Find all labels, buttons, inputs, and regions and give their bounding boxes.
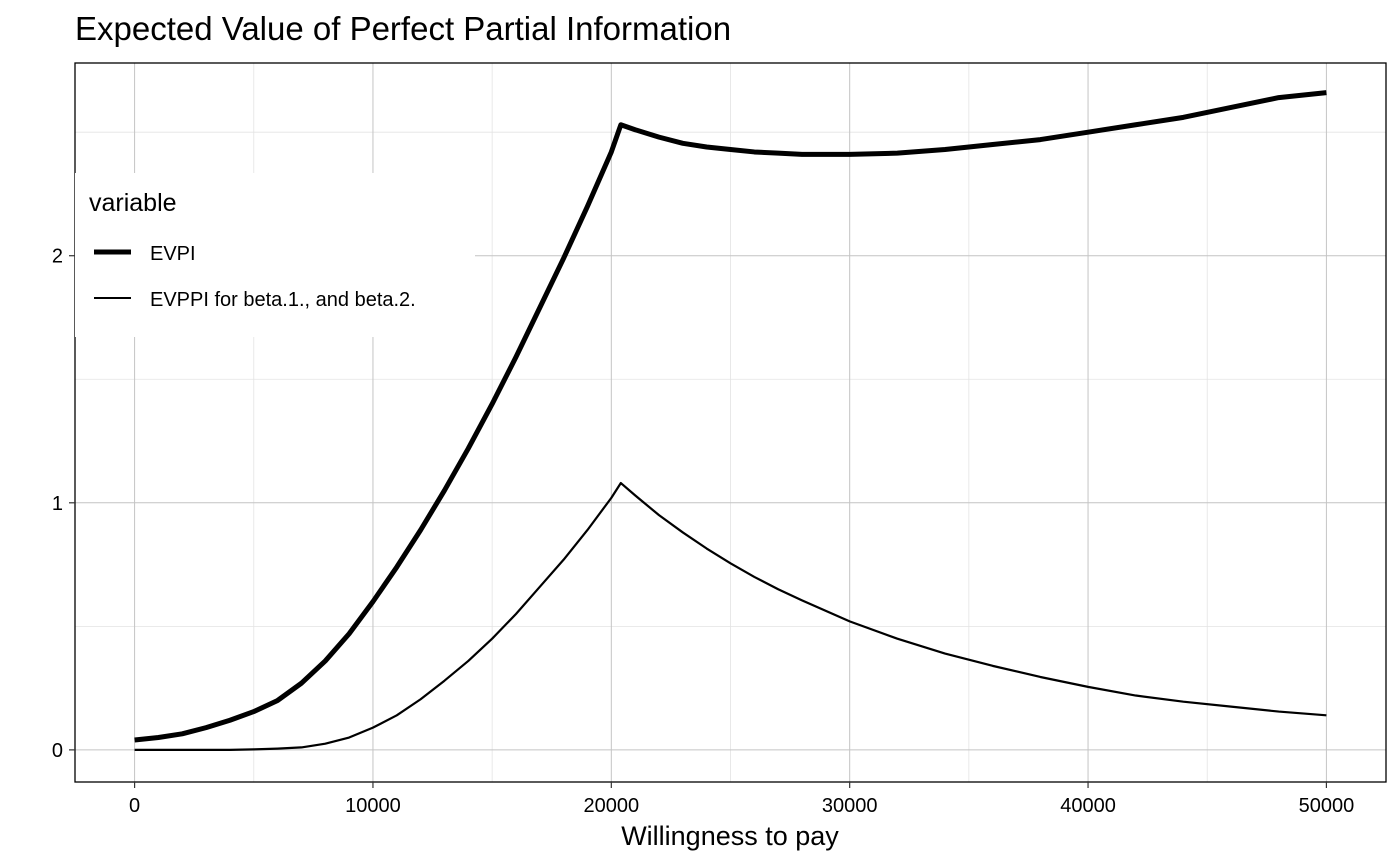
- series-layer: [134, 90, 1327, 751]
- series-line-evpi: [134, 90, 1327, 743]
- y-tick-label: 2: [52, 246, 63, 268]
- legend-label-evpi: EVPI: [150, 243, 196, 265]
- x-tick-label: 40000: [1060, 795, 1116, 817]
- plot-border: [74, 62, 1387, 783]
- legend-background: [75, 173, 475, 337]
- x-axis-title: Willingness to pay: [621, 821, 839, 851]
- legend: variable EVPI EVPPI for beta.1., and bet…: [75, 173, 475, 337]
- legend-title: variable: [89, 189, 177, 217]
- x-tick-label: 10000: [345, 795, 401, 817]
- y-tick-label: 1: [52, 493, 63, 515]
- x-tick-label: 30000: [822, 795, 878, 817]
- legend-label-evppi: EVPPI for beta.1., and beta.2.: [150, 289, 416, 311]
- y-axis: 0 1 2: [52, 246, 75, 762]
- x-tick-label: 50000: [1299, 795, 1355, 817]
- chart-title: Expected Value of Perfect Partial Inform…: [75, 10, 731, 47]
- y-tick-label: 0: [52, 740, 63, 762]
- x-tick-label: 0: [129, 795, 140, 817]
- series-line-evppi: [134, 481, 1327, 751]
- x-axis: 0 10000 20000 30000 40000 50000: [129, 782, 1354, 817]
- x-tick-label: 20000: [584, 795, 640, 817]
